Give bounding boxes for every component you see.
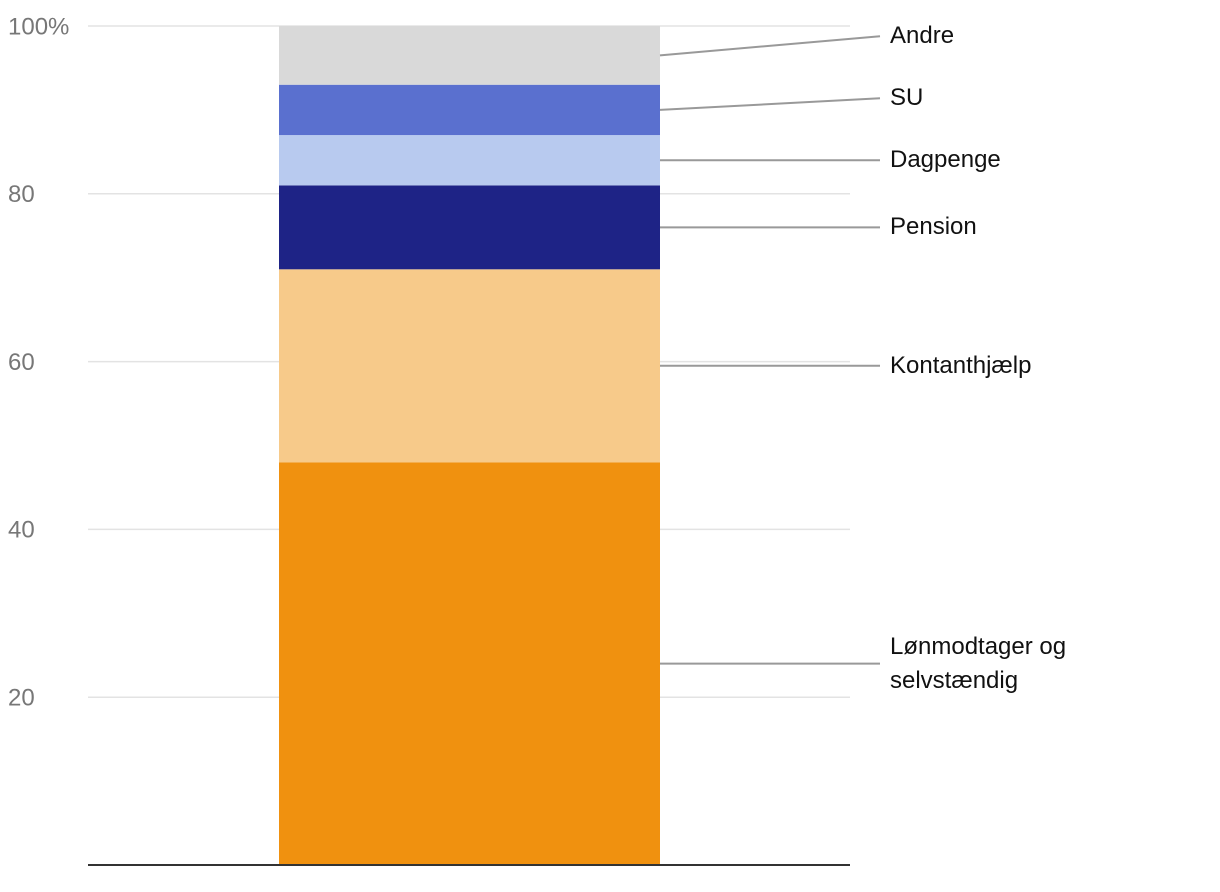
bar-segment bbox=[279, 135, 660, 186]
y-tick-label: 20 bbox=[8, 685, 35, 712]
bar-segment bbox=[279, 26, 660, 85]
y-tick-label: 100% bbox=[8, 13, 69, 40]
y-tick-label: 60 bbox=[8, 349, 35, 376]
legend-label: Kontanthjælp bbox=[890, 351, 1032, 379]
leader-line bbox=[659, 35, 881, 57]
legend-label: Pension bbox=[890, 213, 977, 241]
legend-label: SU bbox=[890, 84, 924, 112]
y-tick-label: 80 bbox=[8, 181, 35, 208]
legend-label: Dagpenge bbox=[890, 146, 1001, 174]
bar-segment bbox=[279, 462, 660, 865]
bar-segment bbox=[279, 84, 660, 136]
legend-label: Lønmodtager og selvstændig bbox=[890, 632, 1067, 694]
y-tick-label: 40 bbox=[8, 517, 35, 544]
legend-label: Andre bbox=[890, 22, 955, 50]
bar-segment bbox=[279, 185, 660, 270]
bar-segment bbox=[279, 269, 660, 463]
leader-line bbox=[659, 97, 881, 111]
